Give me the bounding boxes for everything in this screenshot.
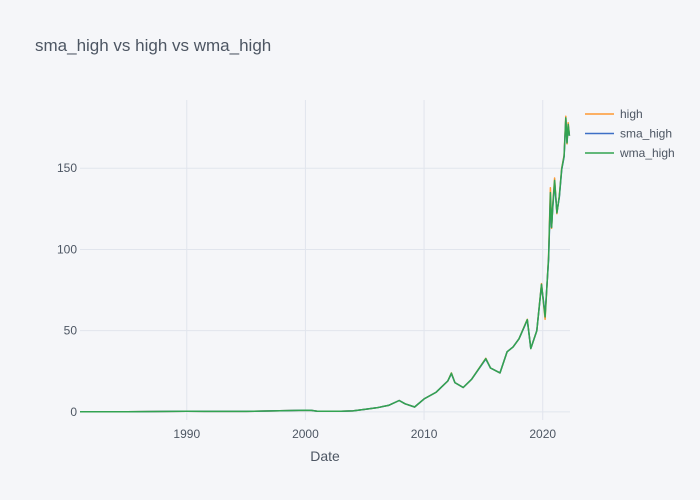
legend-item-sma-high[interactable]: sma_high <box>585 127 672 141</box>
legend[interactable]: high sma_high wma_high <box>585 107 675 160</box>
tick-labels: 1990 2000 2010 2020 0 50 100 150 <box>57 161 556 441</box>
chart-title: sma_high vs high vs wma_high <box>35 36 271 55</box>
legend-label: sma_high <box>620 127 672 141</box>
x-tick-label: 1990 <box>173 427 200 441</box>
y-tick-label: 0 <box>70 405 77 419</box>
x-tick-label: 2000 <box>292 427 319 441</box>
legend-label: wma_high <box>619 146 675 160</box>
series-line-wma-high <box>80 117 571 413</box>
y-tick-label: 100 <box>57 242 77 256</box>
x-axis-label: Date <box>310 448 340 464</box>
plot-area <box>80 100 570 420</box>
x-tick-label: 2020 <box>529 427 556 441</box>
legend-item-high[interactable]: high <box>585 107 643 121</box>
legend-label: high <box>620 107 643 121</box>
legend-item-wma-high[interactable]: wma_high <box>585 146 675 160</box>
y-tick-label: 50 <box>64 324 78 338</box>
y-tick-label: 150 <box>57 161 77 175</box>
x-tick-label: 2010 <box>411 427 438 441</box>
series-layer <box>80 115 571 413</box>
